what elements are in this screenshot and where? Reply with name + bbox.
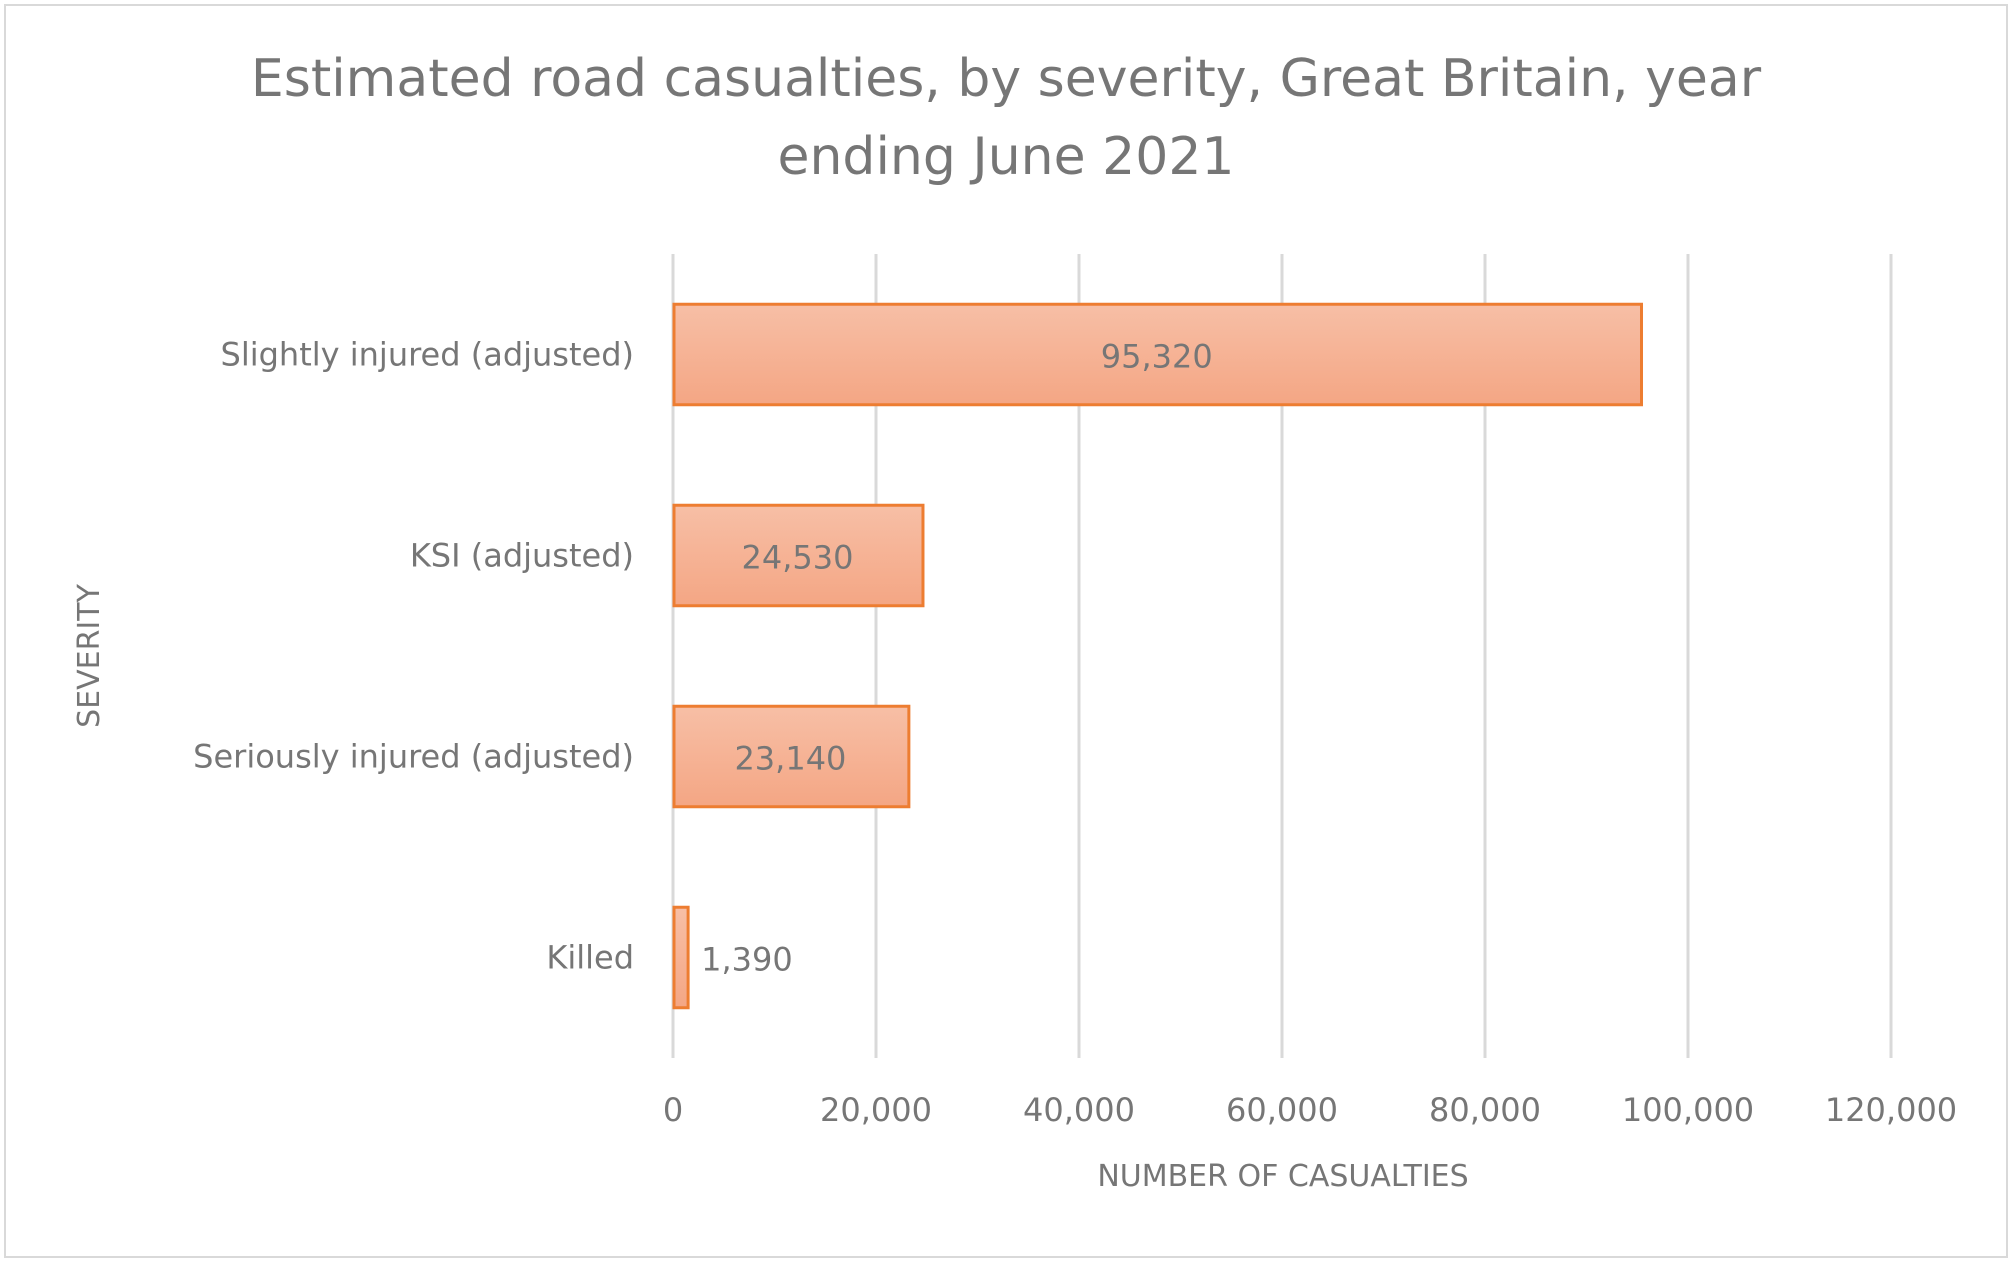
x-axis-title: NUMBER OF CASUALTIES: [1097, 1159, 1468, 1194]
bar: [672, 503, 925, 608]
x-tick-label: 60,000: [1226, 1091, 1338, 1129]
data-label: 95,320: [1101, 338, 1213, 376]
category-label: Slightly injured (adjusted): [221, 336, 634, 374]
data-label: 24,530: [742, 539, 854, 577]
y-axis-title: SEVERITY: [72, 583, 107, 727]
bar: [672, 704, 911, 809]
chart-title: Estimated road casualties, by severity, …: [250, 49, 1762, 187]
bar: [672, 302, 1643, 407]
chart-frame: [4, 4, 2008, 1258]
bar: [672, 905, 690, 1010]
x-tick-label: 100,000: [1622, 1091, 1754, 1129]
data-label: 1,390: [701, 941, 793, 979]
category-label: KSI (adjusted): [410, 537, 634, 575]
x-tick-label: 0: [663, 1091, 683, 1129]
category-label: Seriously injured (adjusted): [193, 738, 634, 776]
x-tick-label: 80,000: [1429, 1091, 1541, 1129]
x-tick-label: 120,000: [1825, 1091, 1957, 1129]
x-tick-label: 20,000: [820, 1091, 932, 1129]
x-tick-label: 40,000: [1023, 1091, 1135, 1129]
category-label: Killed: [546, 939, 634, 977]
data-label: 23,140: [734, 740, 846, 778]
